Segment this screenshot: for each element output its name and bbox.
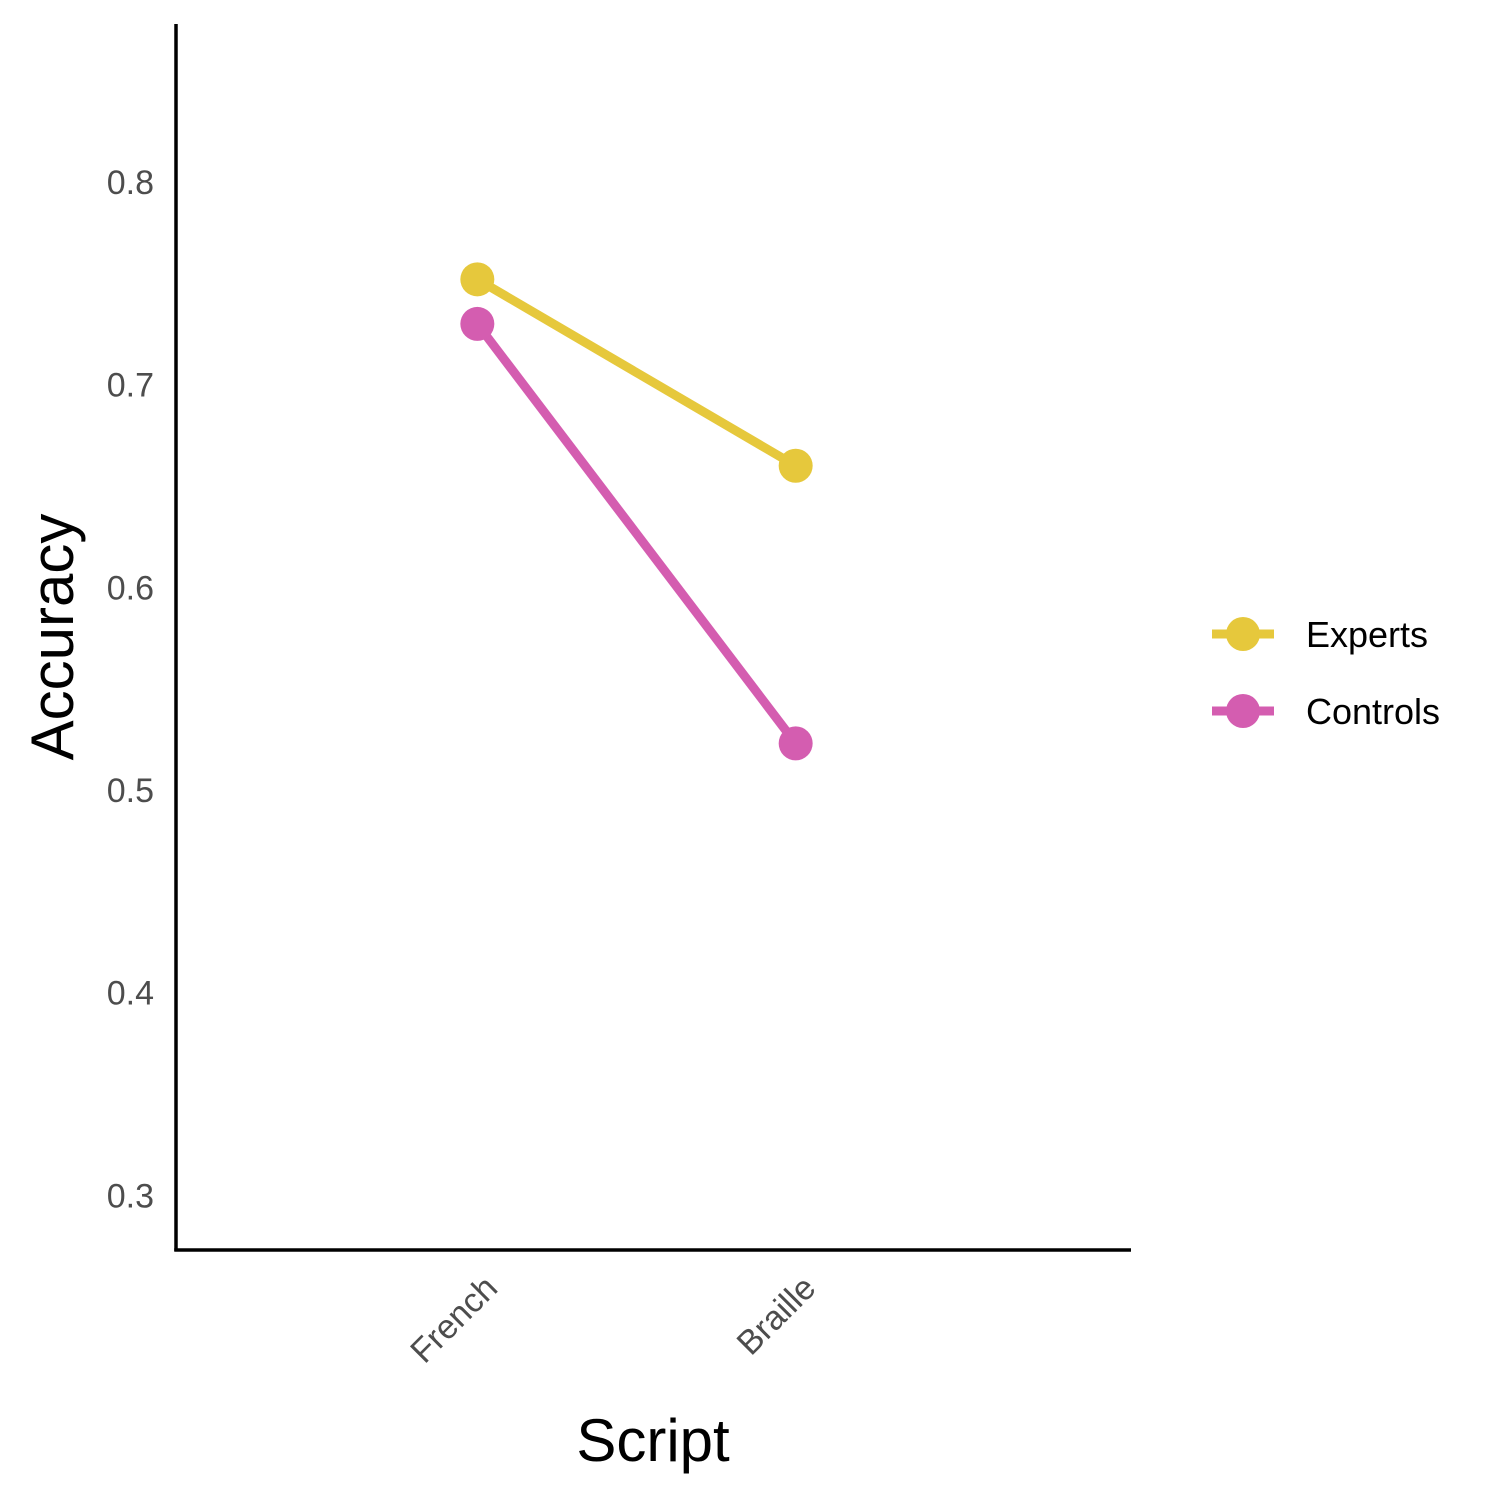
data-point-experts <box>778 448 813 483</box>
series-line-experts <box>475 275 798 470</box>
y-tick-label: 0.8 <box>107 164 154 202</box>
y-tick-label: 0.7 <box>107 367 154 405</box>
y-axis-title: Accuracy <box>19 514 86 761</box>
x-axis-ticks: French Braille <box>403 1269 823 1371</box>
series-line-controls <box>473 321 800 747</box>
y-axis-ticks: 0.3 0.4 0.5 0.6 0.7 0.8 <box>107 164 154 1215</box>
data-point-experts <box>460 262 495 297</box>
legend-label-experts: Experts <box>1306 614 1428 655</box>
legend-marker-controls <box>1226 694 1260 728</box>
data-point-controls <box>460 306 495 341</box>
data-point-controls <box>778 726 813 761</box>
x-axis-title: Script <box>576 1407 730 1474</box>
x-tick-label: French <box>403 1269 505 1371</box>
y-tick-label: 0.5 <box>107 772 154 810</box>
x-tick-label: Braille <box>730 1269 824 1363</box>
legend-label-controls: Controls <box>1306 691 1440 732</box>
legend-marker-experts <box>1226 617 1260 651</box>
plot-area <box>460 262 813 761</box>
y-tick-label: 0.6 <box>107 569 154 607</box>
legend: Experts Controls <box>1212 614 1440 732</box>
y-tick-label: 0.4 <box>107 975 154 1013</box>
y-tick-label: 0.3 <box>107 1177 154 1215</box>
